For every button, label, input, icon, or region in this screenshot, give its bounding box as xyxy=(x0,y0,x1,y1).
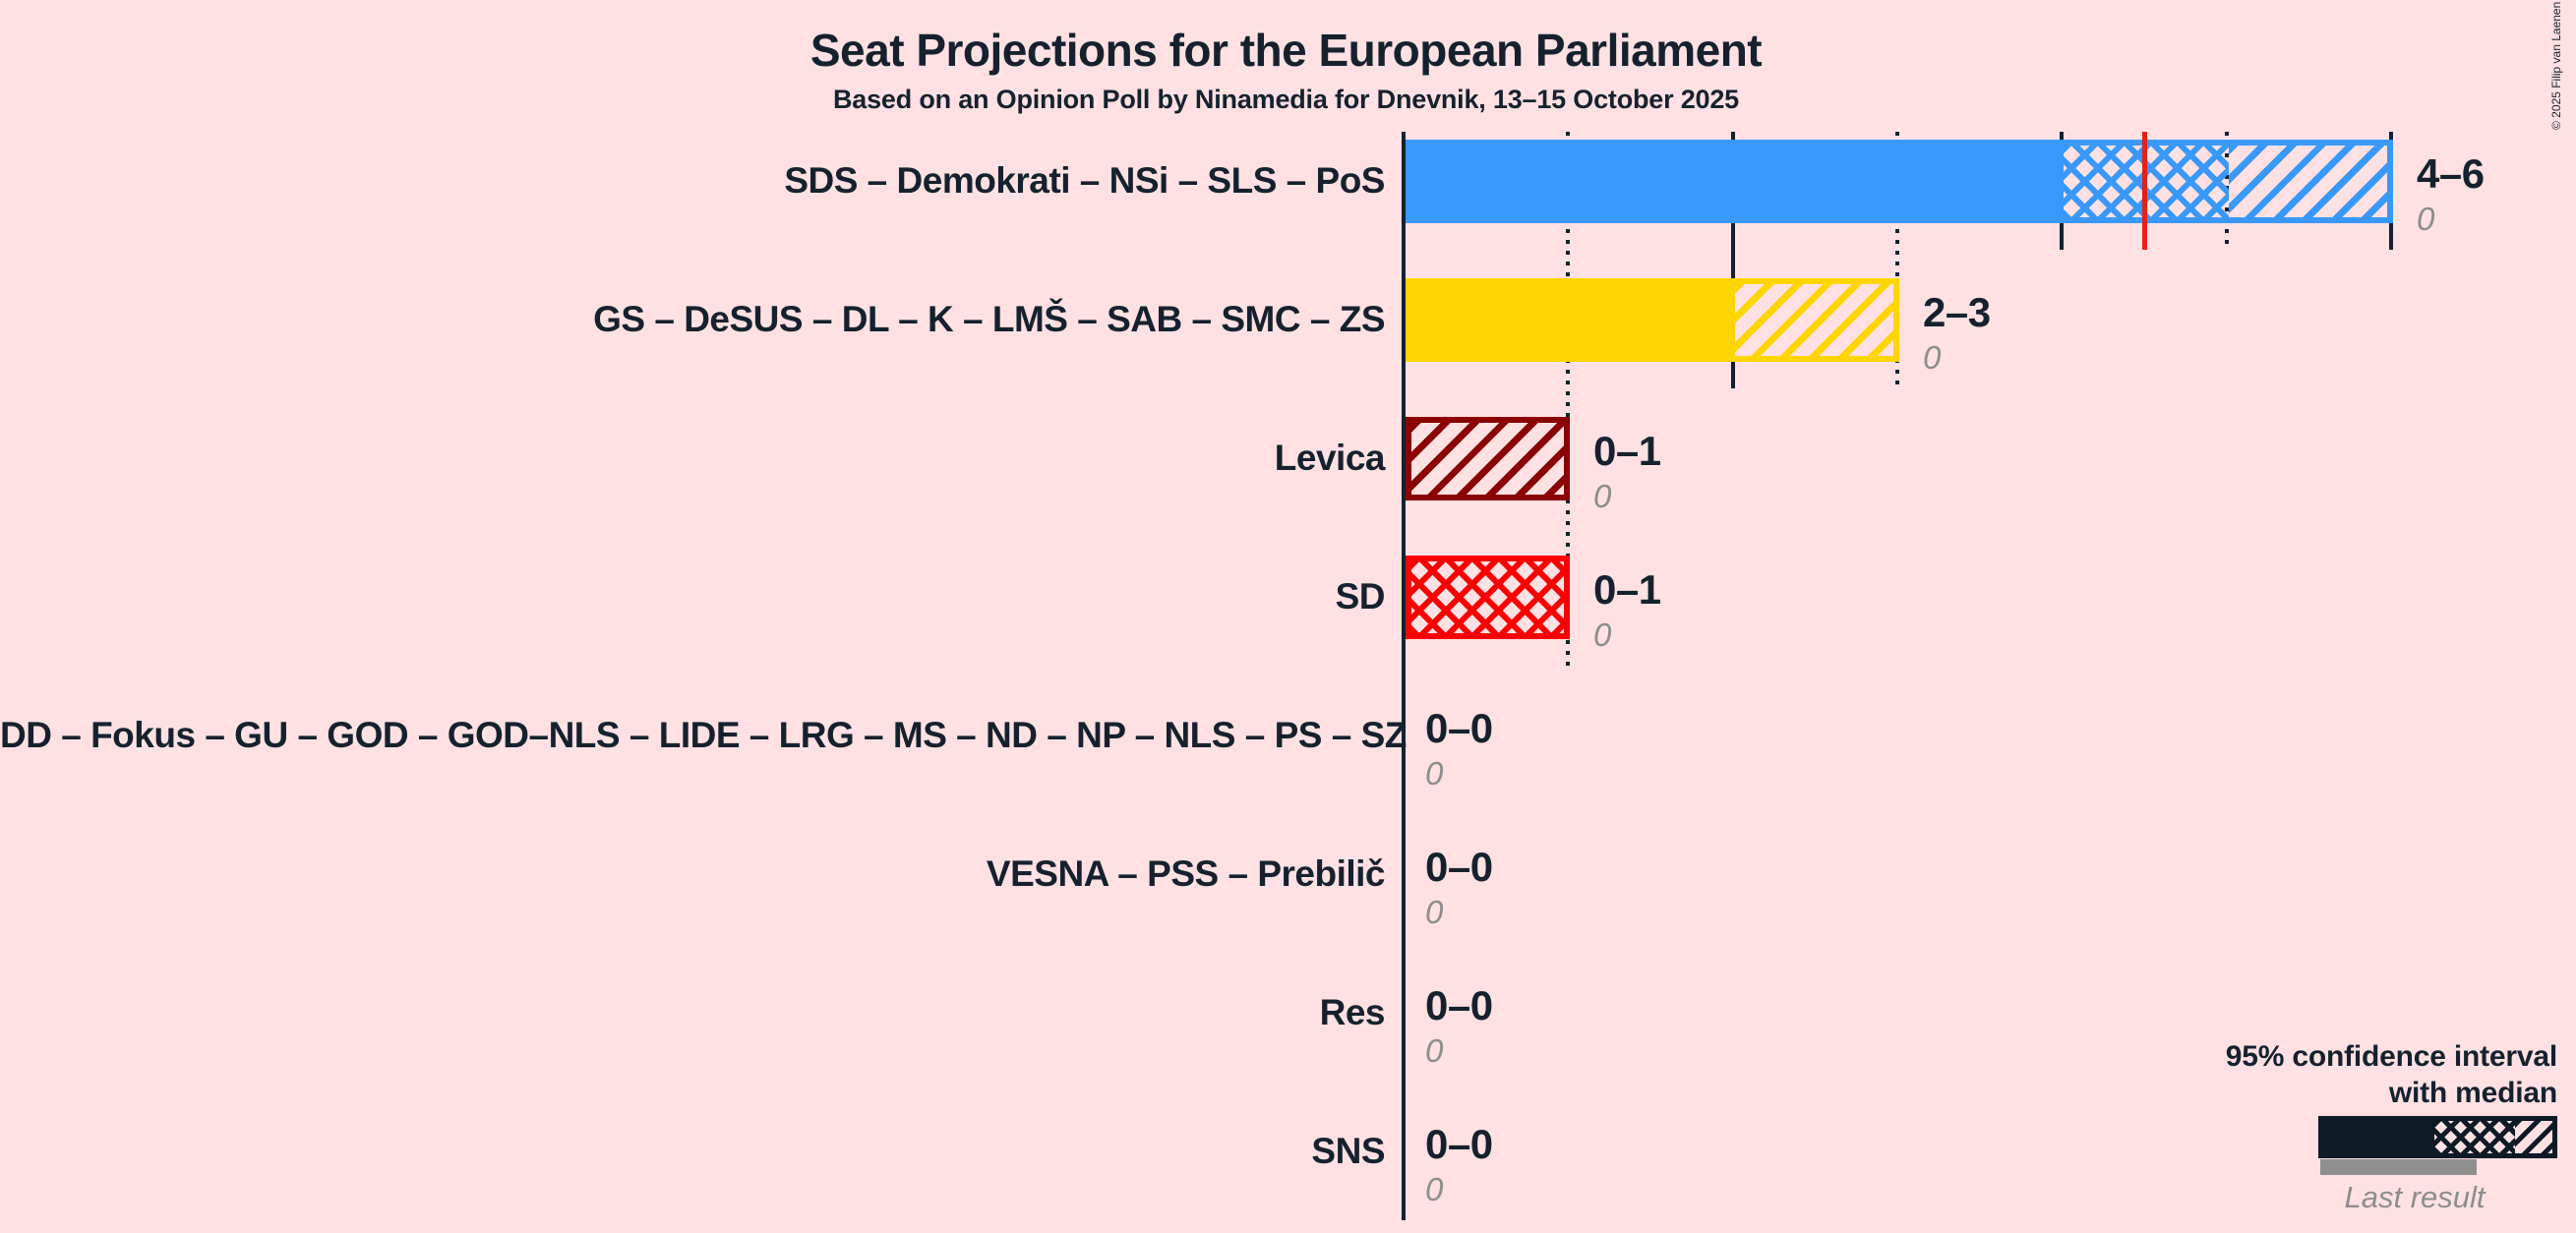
seat-bar xyxy=(1406,556,1570,639)
confidence-interval-label: 0–0 xyxy=(1425,705,1493,751)
confidence-interval-label: 0–0 xyxy=(1425,844,1493,890)
tick-line-solid xyxy=(1730,132,1735,388)
last-result-value: 0 xyxy=(1425,894,1444,930)
confidence-interval-label: 0–1 xyxy=(1593,566,1661,613)
confidence-interval-label: 0–0 xyxy=(1425,982,1493,1028)
bar-segment-diagonal xyxy=(2229,140,2393,223)
tick-line-dotted xyxy=(1894,132,1899,388)
bar-label: SNS xyxy=(1311,1131,1385,1171)
bar-label: VESNA – PSS – Prebilič xyxy=(986,853,1386,894)
legend-segment-diagonal xyxy=(2515,1116,2557,1158)
last-result-value: 0 xyxy=(1425,755,1444,792)
bar-label: GS – DeSUS – DL – K – LMŠ – SAB – SMC – … xyxy=(593,299,1385,339)
tick-line-dotted xyxy=(1566,132,1571,666)
chart-subtitle: Based on an Opinion Poll by Ninamedia fo… xyxy=(833,85,1739,114)
bar-segment-crosshatch xyxy=(1406,556,1570,639)
legend-ci-line1: 95% confidence interval xyxy=(2225,1040,2557,1073)
seat-bar xyxy=(1406,417,1570,500)
seat-bar xyxy=(1406,278,1899,362)
bar-segment-diagonal xyxy=(1406,417,1570,500)
last-result-value: 0 xyxy=(1593,478,1612,514)
bar-label: SD xyxy=(1335,576,1386,616)
legend-segment-crosshatch xyxy=(2434,1116,2515,1158)
last-result-value: 0 xyxy=(1923,339,1942,376)
bar-segment-diagonal xyxy=(1735,278,1899,362)
last-result-value: 0 xyxy=(1593,616,1612,653)
bar-label: DD – Fokus – GU – GOD – GOD–NLS – LIDE –… xyxy=(0,715,1407,755)
legend-last-result-label: Last result xyxy=(2344,1180,2486,1214)
legend-ci-text: 95% confidence interval with median xyxy=(2066,1038,2557,1111)
legend-last-result-bar xyxy=(2320,1159,2477,1175)
bar-label: Res xyxy=(1319,992,1386,1032)
chart-title: Seat Projections for the European Parlia… xyxy=(809,25,1763,76)
confidence-interval-label: 2–3 xyxy=(1923,289,1991,335)
legend-ci-bar xyxy=(2318,1116,2557,1158)
last-result-value: 0 xyxy=(1425,1032,1444,1069)
copyright-note: © 2025 Filip van Laenen xyxy=(2549,1,2563,130)
confidence-interval-label: 4–6 xyxy=(2417,150,2485,197)
bar-segment-solid xyxy=(1406,278,1735,362)
seat-bar xyxy=(1406,140,2393,223)
bar-label: SDS – Demokrati – NSi – SLS – PoS xyxy=(784,160,1385,201)
legend-segment-solid xyxy=(2318,1116,2434,1158)
legend-ci-line2: with median xyxy=(2388,1077,2557,1109)
confidence-interval-label: 0–0 xyxy=(1425,1121,1493,1167)
bar-label: Levica xyxy=(1274,438,1386,478)
axis-line xyxy=(1402,132,1406,1220)
majority-threshold-line xyxy=(2141,132,2147,250)
bar-segment-solid xyxy=(1406,140,2064,223)
last-result-value: 0 xyxy=(2417,201,2435,237)
last-result-value: 0 xyxy=(1425,1171,1444,1207)
confidence-interval-label: 0–1 xyxy=(1593,428,1661,474)
